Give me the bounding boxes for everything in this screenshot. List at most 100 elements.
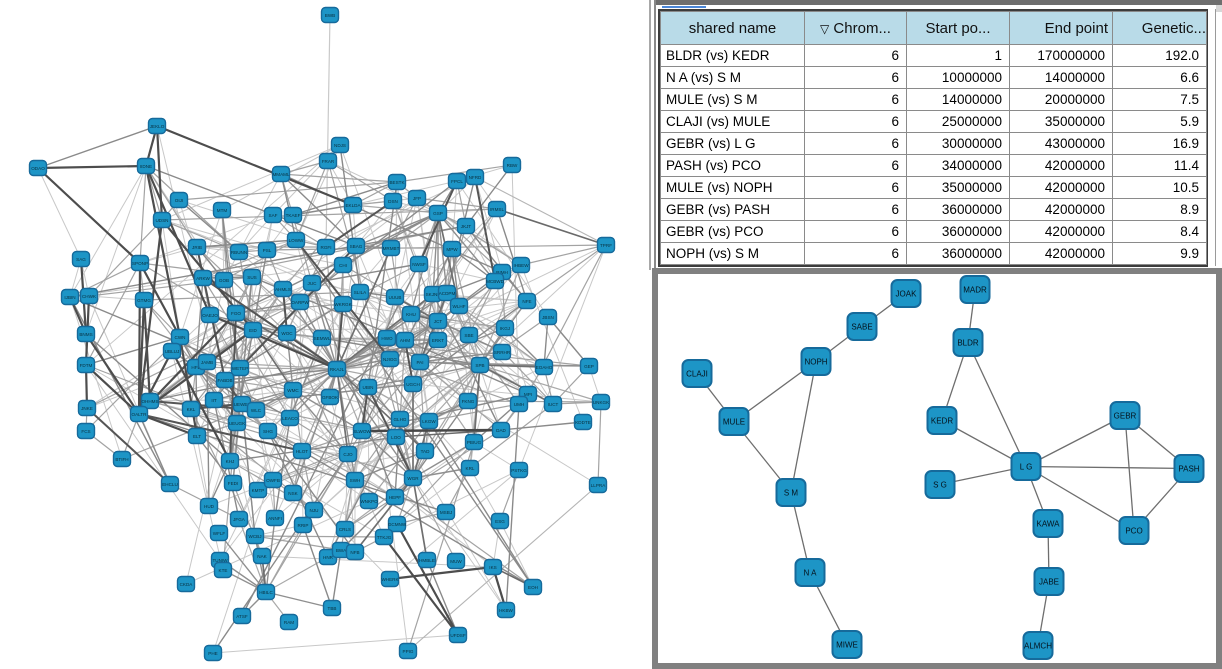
svg-text:FEDI: FEDI xyxy=(228,481,238,486)
svg-text:UFDSF: UFDSF xyxy=(450,633,466,638)
svg-text:UMH: UMH xyxy=(514,402,524,407)
svg-text:CHWK: CHWK xyxy=(82,294,97,299)
svg-text:BNMS: BNMS xyxy=(79,332,92,337)
svg-text:TKAEF: TKAEF xyxy=(286,213,301,218)
svg-text:HKBW: HKBW xyxy=(499,608,513,613)
svg-text:LOO: LOO xyxy=(391,435,401,440)
svg-text:CRLS: CRLS xyxy=(339,527,351,532)
svg-text:BTIFH: BTIFH xyxy=(115,457,128,462)
svg-text:WKRGK: WKRGK xyxy=(334,302,352,307)
svg-text:RBUNN: RBUNN xyxy=(231,250,247,255)
svg-text:PCO: PCO xyxy=(1125,526,1142,535)
svg-text:UBLUJ: UBLUJ xyxy=(165,349,180,354)
svg-text:S M: S M xyxy=(784,488,799,497)
svg-text:DSN: DSN xyxy=(388,199,398,204)
svg-text:UDSN: UDSN xyxy=(155,218,168,223)
svg-text:FRAR: FRAR xyxy=(322,159,335,164)
svg-text:UNKGK: UNKGK xyxy=(593,400,610,405)
svg-text:HLOT: HLOT xyxy=(296,449,308,454)
svg-text:FABDB: FABDB xyxy=(217,378,232,383)
svg-text:JRIB: JRIB xyxy=(192,245,202,250)
svg-text:MPI: MPI xyxy=(524,392,532,397)
svg-text:ACDPM: ACDPM xyxy=(439,291,456,296)
svg-text:WETEP: WETEP xyxy=(232,366,248,371)
svg-text:SUS: SUS xyxy=(247,275,256,280)
svg-text:EOH: EOH xyxy=(528,585,538,590)
svg-text:ERKT: ERKT xyxy=(432,338,444,343)
svg-text:JKJT: JKJT xyxy=(461,224,472,229)
svg-text:MTM: MTM xyxy=(217,208,228,213)
svg-text:UGCH: UGCH xyxy=(406,382,420,387)
svg-text:NFRD: NFRD xyxy=(469,175,482,180)
svg-text:MMAML: MMAML xyxy=(272,172,290,177)
svg-text:JNKE: JNKE xyxy=(81,406,93,411)
svg-text:JFP: JFP xyxy=(413,196,421,201)
svg-text:KRL: KRL xyxy=(466,466,475,471)
svg-text:AHMLS: AHMLS xyxy=(275,287,291,292)
svg-text:NDJS: NDJS xyxy=(334,143,346,148)
svg-text:SAG: SAG xyxy=(76,257,86,262)
svg-text:HNR: HNR xyxy=(323,555,334,560)
svg-text:SBAG: SBAG xyxy=(350,244,363,249)
svg-text:JABE: JABE xyxy=(1039,577,1059,586)
svg-text:KMTP: KMTP xyxy=(252,488,265,493)
svg-text:KAWA: KAWA xyxy=(1037,519,1061,528)
svg-text:NOPH: NOPH xyxy=(804,357,827,366)
svg-text:BESTK: BESTK xyxy=(389,180,405,185)
svg-text:IIT: IIT xyxy=(211,398,217,403)
svg-text:PASH: PASH xyxy=(1178,464,1199,473)
svg-text:ANNFI: ANNFI xyxy=(268,516,282,521)
svg-text:GTMG: GTMG xyxy=(137,298,151,303)
svg-text:TTKJG: TTKJG xyxy=(377,535,392,540)
svg-text:FKNG: FKNG xyxy=(462,399,475,404)
svg-text:SHG: SHG xyxy=(263,429,273,434)
svg-text:OARPW: OARPW xyxy=(291,300,309,305)
svg-text:LOWW: LOWW xyxy=(289,238,304,243)
svg-text:EKLDA: EKLDA xyxy=(345,203,361,208)
svg-text:OHHMS: OHHMS xyxy=(141,399,158,404)
svg-text:RAM: RAM xyxy=(284,620,294,625)
svg-text:WGR: WGR xyxy=(407,476,419,481)
svg-text:MULE: MULE xyxy=(723,417,745,426)
svg-text:SEMWL: SEMWL xyxy=(314,336,331,341)
svg-text:AHM: AHM xyxy=(400,338,410,343)
svg-text:MIWE: MIWE xyxy=(836,640,858,649)
svg-text:PHE: PHE xyxy=(208,651,217,656)
svg-text:TBB: TBB xyxy=(328,606,337,611)
svg-text:WCBJ: WCBJ xyxy=(248,534,261,539)
svg-text:MSBJ: MSBJ xyxy=(440,510,452,515)
svg-text:WLHF: WLHF xyxy=(452,304,465,309)
svg-text:OALTR: OALTR xyxy=(132,412,148,417)
svg-text:JOAK: JOAK xyxy=(896,289,918,298)
svg-text:KDDTE: KDDTE xyxy=(575,420,591,425)
svg-text:BWB: BWB xyxy=(325,13,335,18)
svg-text:TAD: TAD xyxy=(421,449,431,454)
svg-text:SLWOW: SLWOW xyxy=(353,429,371,434)
svg-text:DAD: DAD xyxy=(496,428,506,433)
svg-text:CHI: CHI xyxy=(339,263,347,268)
svg-text:KKL: KKL xyxy=(187,407,196,412)
svg-text:NWSF: NWSF xyxy=(412,262,426,267)
svg-text:JAMB: JAMB xyxy=(201,360,213,365)
svg-text:WHERK: WHERK xyxy=(381,577,399,582)
svg-text:SRRHR: SRRHR xyxy=(494,350,511,355)
svg-text:KHJ: KHJ xyxy=(226,459,235,464)
svg-text:IKS: IKS xyxy=(489,565,496,570)
svg-text:TUNIW: TUNIW xyxy=(212,558,228,563)
svg-text:SPB: SPB xyxy=(475,363,484,368)
svg-text:HBILC: HBILC xyxy=(259,590,273,595)
svg-text:KTE: KTE xyxy=(219,568,228,573)
svg-text:JFGA: JFGA xyxy=(233,517,246,522)
svg-text:EOAHO: EOAHO xyxy=(536,365,553,370)
svg-text:GEBR: GEBR xyxy=(1114,411,1137,420)
svg-text:PPIG: PPIG xyxy=(403,649,414,654)
svg-text:HEPF: HEPF xyxy=(389,495,401,500)
svg-text:ARKW: ARKW xyxy=(196,276,210,281)
svg-text:SKJNB: SKJNB xyxy=(426,292,441,297)
svg-text:SWH: SWH xyxy=(350,478,361,483)
svg-text:NJIGG: NJIGG xyxy=(383,357,397,362)
svg-text:WLC: WLC xyxy=(251,408,262,413)
svg-text:CKDA: CKDA xyxy=(180,582,194,587)
svg-text:GOB: GOB xyxy=(219,278,229,283)
svg-text:L G: L G xyxy=(1020,462,1033,471)
